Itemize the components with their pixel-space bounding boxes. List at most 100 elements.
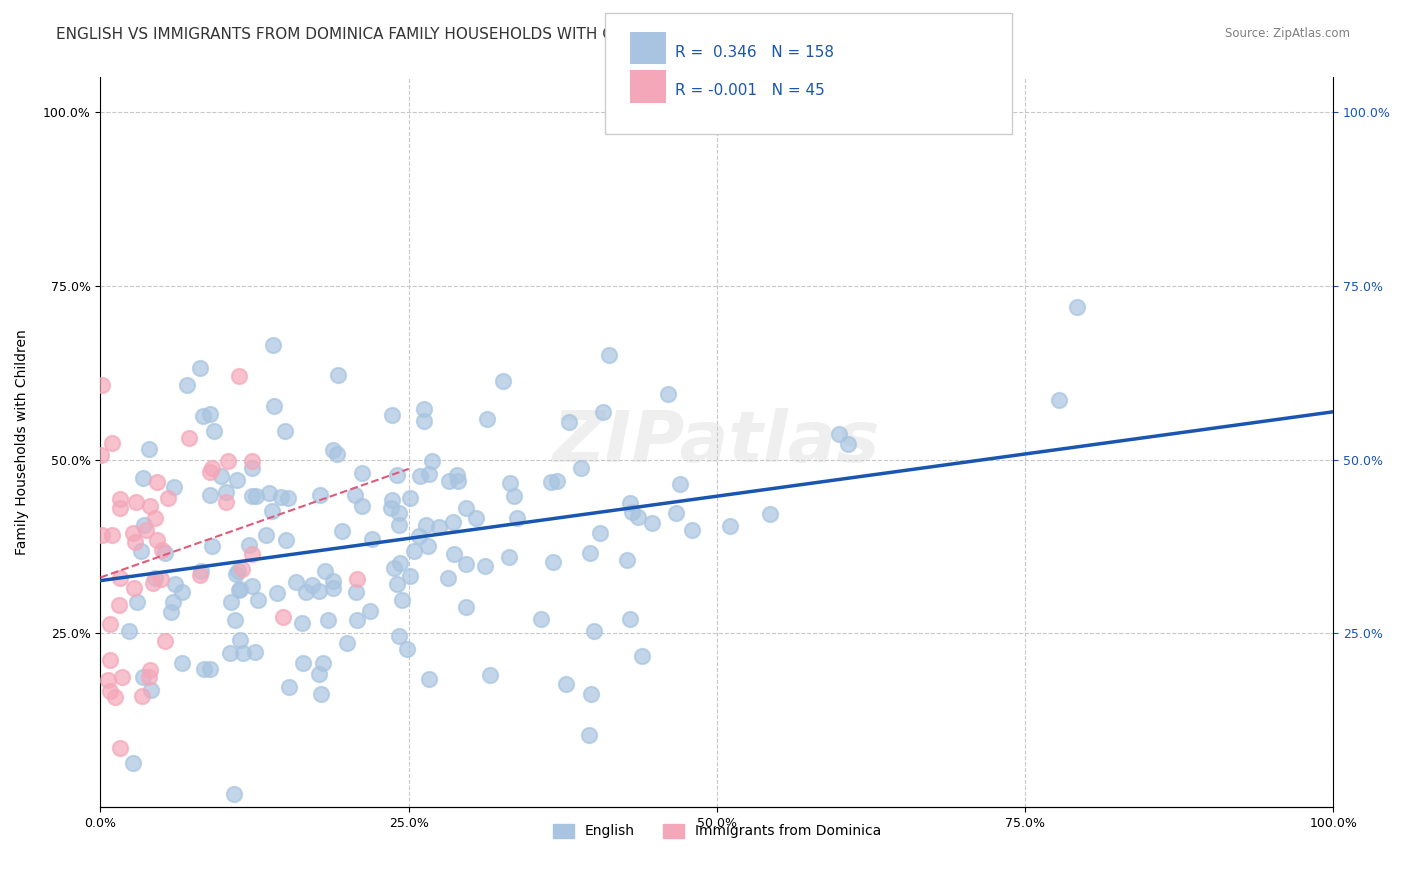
Point [240, 489, 263, 503]
Point [382, 560, 405, 574]
Point [322, 581, 344, 595]
Point [388, 518, 411, 533]
Point [316, 613, 339, 627]
Point [498, 476, 520, 491]
Point [97, 673, 120, 687]
Point [122, 526, 145, 541]
Point [108, 571, 131, 585]
Point [1047, 393, 1070, 408]
Point [122, 756, 145, 770]
Point [200, 662, 222, 676]
Point [381, 408, 404, 422]
Point [569, 460, 592, 475]
Point [336, 636, 359, 650]
Point [418, 467, 440, 481]
Point [138, 442, 160, 457]
Point [214, 495, 236, 509]
Point [579, 687, 602, 701]
Point [330, 524, 353, 539]
Point [583, 624, 606, 639]
Point [228, 582, 250, 597]
Point [111, 670, 134, 684]
Point [228, 564, 250, 578]
Point [427, 520, 450, 534]
Point [134, 518, 156, 533]
Point [546, 474, 568, 488]
Point [558, 416, 581, 430]
Point [232, 646, 254, 660]
Point [540, 475, 562, 489]
Point [125, 595, 148, 609]
Point [399, 491, 422, 506]
Point [443, 547, 465, 561]
Point [215, 484, 238, 499]
Point [90, 528, 112, 542]
Point [308, 666, 330, 681]
Point [344, 585, 367, 599]
Text: ENGLISH VS IMMIGRANTS FROM DOMINICA FAMILY HOUSEHOLDS WITH CHILDREN CORRELATION : ENGLISH VS IMMIGRANTS FROM DOMINICA FAMI… [56, 27, 851, 42]
Point [464, 510, 486, 524]
Point [420, 454, 443, 468]
Point [90, 448, 112, 462]
Point [229, 633, 252, 648]
Point [598, 348, 620, 362]
Point [222, 787, 245, 801]
Point [98, 653, 121, 667]
Point [388, 506, 411, 520]
Point [498, 550, 520, 565]
Point [104, 690, 127, 704]
Point [139, 499, 162, 513]
Point [439, 475, 461, 489]
Point [217, 454, 239, 468]
Point [415, 517, 437, 532]
Point [243, 645, 266, 659]
Point [259, 486, 281, 500]
Point [454, 557, 477, 571]
Point [125, 494, 148, 508]
Text: R = -0.001   N = 45: R = -0.001 N = 45 [675, 83, 825, 98]
Point [191, 409, 214, 423]
Point [359, 604, 381, 618]
Point [201, 539, 224, 553]
Point [145, 533, 167, 547]
Point [271, 609, 294, 624]
Point [108, 598, 131, 612]
Point [101, 435, 124, 450]
Point [190, 564, 212, 578]
Point [110, 501, 132, 516]
Point [437, 571, 460, 585]
Point [402, 544, 425, 558]
Point [380, 493, 402, 508]
Point [156, 491, 179, 506]
Point [352, 500, 374, 514]
Point [132, 471, 155, 485]
Point [416, 539, 439, 553]
Point [322, 443, 344, 458]
Point [263, 399, 285, 413]
Point [218, 646, 240, 660]
Point [132, 670, 155, 684]
Point [718, 519, 741, 533]
Point [240, 461, 263, 475]
Point [247, 592, 270, 607]
Point [277, 491, 299, 506]
Point [492, 374, 515, 388]
Point [346, 572, 368, 586]
Point [163, 577, 186, 591]
Point [301, 578, 323, 592]
Point [506, 511, 529, 525]
Point [284, 574, 307, 589]
Point [474, 558, 496, 573]
Legend: English, Immigrants from Dominica: English, Immigrants from Dominica [547, 818, 886, 844]
Point [391, 593, 413, 607]
Point [142, 576, 165, 591]
Point [454, 500, 477, 515]
Point [447, 474, 470, 488]
Point [270, 490, 292, 504]
Point [200, 460, 222, 475]
Point [385, 577, 408, 591]
Point [361, 532, 384, 546]
Point [170, 656, 193, 670]
Point [202, 424, 225, 438]
Point [669, 476, 692, 491]
